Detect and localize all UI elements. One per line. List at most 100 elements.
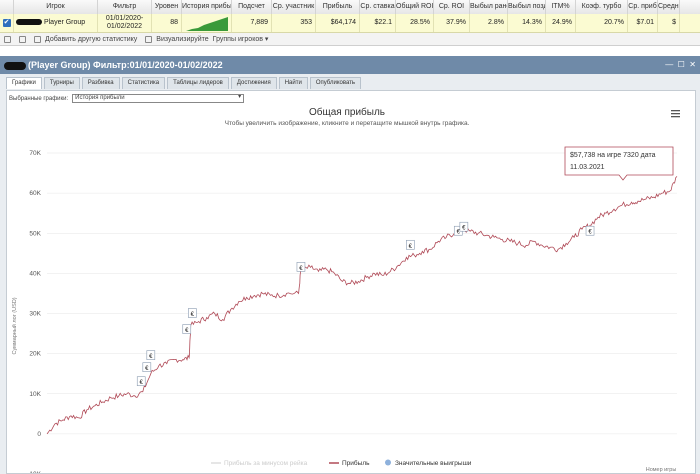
y-tick-label: 50K: [29, 230, 41, 237]
legend-item-profit[interactable]: Прибыль: [342, 459, 370, 467]
y-tick-label: 0: [37, 431, 41, 438]
panel-title-text: (Player Group) Фильтр:01/01/2020-01/02/2…: [4, 56, 223, 74]
tab-find[interactable]: Найти: [278, 77, 308, 89]
svg-text:€: €: [299, 266, 303, 272]
player-name: Player Group: [43, 19, 86, 26]
grid-lines: [47, 152, 677, 435]
filter-line1: 01/01/2020-: [105, 15, 144, 22]
chart-title: Общая прибыль: [309, 106, 385, 118]
svg-text:€: €: [588, 230, 592, 236]
row-checkbox[interactable]: ✔: [0, 14, 14, 32]
significant-win-marker[interactable]: €: [188, 308, 197, 319]
profit-chart[interactable]: Общая прибыль Чтобы увеличить изображени…: [7, 101, 695, 473]
header-player[interactable]: Игрок: [14, 0, 98, 14]
header-level[interactable]: Уровен: [152, 0, 182, 14]
tooltip-line2: 11.03.2021: [570, 164, 605, 171]
redacted-title: [4, 61, 26, 70]
svg-text:€: €: [140, 380, 144, 386]
last-cell: $: [658, 14, 680, 32]
tab-statistics[interactable]: Статистика: [121, 77, 166, 89]
significant-win-marker[interactable]: €: [296, 262, 306, 272]
minimize-icon[interactable]: —: [665, 60, 674, 69]
visualize-icon: [145, 35, 153, 43]
header-avg-participants[interactable]: Ср. участник: [272, 0, 316, 14]
maximize-icon[interactable]: ☐: [677, 60, 685, 69]
y-tick-label: -10K: [27, 471, 41, 473]
header-avg-profit[interactable]: Ср. приб: [628, 0, 658, 14]
header-profit-history[interactable]: История прибы: [182, 0, 232, 14]
y-tick-label: 60K: [29, 190, 41, 197]
menu-icon[interactable]: [671, 110, 680, 118]
add-stats-link[interactable]: Добавить другую статистику: [45, 35, 138, 43]
significant-win-marker[interactable]: €: [182, 324, 192, 335]
header-early-out[interactable]: Выбыл ранс: [470, 0, 508, 14]
tooltip: $57,738 на игре 7320 дата 11.03.2021: [564, 146, 674, 181]
header-checkbox-col: [0, 0, 14, 14]
significant-win-marker[interactable]: €: [136, 376, 146, 387]
header-avg-stake[interactable]: Ср. ставка: [360, 0, 396, 14]
tab-achievements[interactable]: Достижения: [230, 77, 277, 89]
header-avg-roi[interactable]: Ср. ROI: [434, 0, 470, 14]
significant-win-marker[interactable]: €: [585, 225, 595, 236]
tab-breakdown[interactable]: Разбивка: [81, 77, 120, 89]
redacted-name: [16, 19, 42, 26]
legend-item-wins[interactable]: Значительные выигрыши: [395, 460, 472, 467]
chart-container: Выбранные графики: История прибыли Общая…: [6, 90, 696, 474]
chart-selector-dropdown[interactable]: История прибыли: [72, 94, 245, 103]
grid-toolbar: Добавить другую статистику Визуализируйт…: [0, 33, 700, 46]
header-late-out[interactable]: Выбыл позд: [508, 0, 546, 14]
header-itm[interactable]: ITM%: [546, 0, 576, 14]
header-filter[interactable]: Фильтр: [98, 0, 152, 14]
visualize-link[interactable]: Визуализируйте: [156, 35, 209, 43]
significant-wins: €€€€€€€€€€: [136, 221, 595, 387]
level-cell: 88: [152, 14, 182, 32]
header-turbo[interactable]: Коэф. турбо: [576, 0, 628, 14]
header-count[interactable]: Подсчет: [232, 0, 272, 14]
chart-selector-label: Выбранные графики:: [9, 95, 69, 102]
y-tick-label: 70K: [29, 150, 41, 157]
player-groups-menu[interactable]: Группы игроков ▾: [212, 36, 269, 43]
header-profit[interactable]: Прибыль: [316, 0, 360, 14]
close-icon[interactable]: ✕: [689, 60, 696, 69]
turbo-cell: 20.7%: [576, 14, 628, 32]
header-total-roi[interactable]: Общий ROI: [396, 0, 434, 14]
legend-item-rake[interactable]: Прибыль за минусом рейка: [224, 459, 308, 467]
svg-text:€: €: [145, 366, 149, 372]
avg-roi-cell: 37.9%: [434, 14, 470, 32]
y-axis-label: Суммарный лог (USD): [11, 297, 18, 354]
significant-win-marker[interactable]: €: [406, 239, 415, 250]
early-out-cell: 2.8%: [470, 14, 508, 32]
y-tick-label: 10K: [29, 391, 41, 398]
significant-win-marker[interactable]: €: [142, 362, 152, 373]
y-ticks: -10K 0 10K 20K 30K 40K 50K 60K 70K: [27, 150, 41, 473]
late-out-cell: 14.3%: [508, 14, 546, 32]
significant-win-marker[interactable]: €: [146, 350, 156, 361]
sparkline-chart: [186, 17, 228, 31]
significant-win-marker[interactable]: €: [459, 221, 469, 232]
avg-participants-cell: 353: [272, 14, 316, 32]
tab-tournaments[interactable]: Турниры: [43, 77, 80, 89]
tab-charts[interactable]: Графики: [6, 77, 42, 89]
check-icon: ✔: [2, 19, 11, 27]
series-line-profit: [46, 176, 678, 435]
report-panel: (Player Group) Фильтр:01/01/2020-01/02/2…: [0, 56, 700, 474]
svg-text:€: €: [185, 328, 189, 334]
filter-line2: 01/02/2022: [106, 23, 143, 30]
trash-icon[interactable]: [4, 35, 11, 43]
tab-leaderboards[interactable]: Таблицы лидеров: [167, 77, 229, 89]
y-tick-label: 40K: [29, 270, 41, 277]
count-cell: 7,889: [232, 14, 272, 32]
avg-stake-cell: $22.1: [360, 14, 396, 32]
x-axis-label: Номер игры: [646, 467, 677, 473]
table-row[interactable]: ✔ Player Group 01/01/2020- 01/02/2022 88 …: [0, 14, 700, 33]
y-tick-label: 20K: [29, 351, 41, 358]
tooltip-line1: $57,738 на игре 7320 дата: [570, 152, 656, 159]
copy-icon[interactable]: [19, 35, 26, 43]
header-last[interactable]: Средни: [658, 0, 680, 14]
panel-titlebar: (Player Group) Фильтр:01/01/2020-01/02/2…: [0, 56, 700, 74]
stats-grid-header: Игрок Фильтр Уровен История прибы Подсче…: [0, 0, 700, 15]
itm-cell: 24.9%: [546, 14, 576, 32]
y-tick-label: 30K: [29, 311, 41, 318]
tab-publish[interactable]: Опубликовать: [309, 77, 362, 89]
add-stats-icon: [34, 35, 41, 43]
